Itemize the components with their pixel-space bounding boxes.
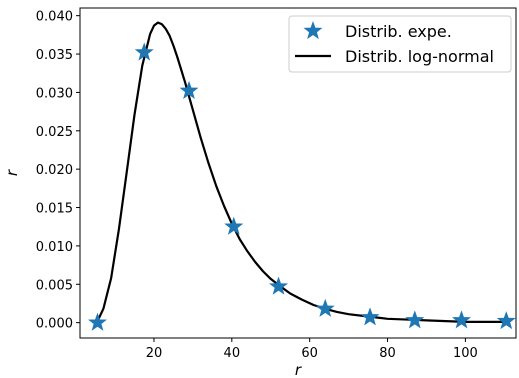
x-axis: 20 40 60 80 100 <box>146 338 478 361</box>
legend-label-expe: Distrib. expe. <box>345 22 452 41</box>
data-point-star <box>134 42 154 61</box>
series-layer <box>88 21 516 331</box>
y-axis-label: r <box>3 169 21 176</box>
x-tick-label: 40 <box>224 346 241 361</box>
data-point-star <box>496 311 516 330</box>
plot-frame <box>79 7 517 339</box>
y-tick-label: 0.000 <box>36 317 73 332</box>
x-tick-label: 80 <box>379 346 396 361</box>
legend: Distrib. expe. Distrib. log-normal <box>288 15 512 73</box>
legend-star-marker <box>303 21 323 40</box>
data-point-star <box>224 216 244 235</box>
legend-label-lognormal: Distrib. log-normal <box>345 47 494 66</box>
y-tick-label: 0.015 <box>36 202 73 217</box>
y-tick-label: 0.005 <box>36 278 73 293</box>
data-point-star <box>452 310 471 329</box>
x-tick-label: 100 <box>453 346 478 361</box>
legend-box <box>288 15 512 73</box>
y-tick-label: 0.040 <box>36 10 73 25</box>
data-point-star <box>179 80 199 99</box>
data-point-star <box>405 310 425 329</box>
y-tick-label: 0.035 <box>36 48 73 63</box>
x-tick-label: 20 <box>146 346 163 361</box>
data-point-star <box>269 276 289 295</box>
data-point-star <box>360 307 380 326</box>
y-tick-label: 0.020 <box>36 163 73 178</box>
x-tick-label: 60 <box>301 346 318 361</box>
y-tick-label: 0.030 <box>36 86 73 101</box>
data-point-star <box>315 298 335 317</box>
y-axis: 0.000 0.005 0.010 0.015 0.020 0.025 0.030 0.035… <box>36 10 80 332</box>
y-tick-label: 0.025 <box>36 125 73 140</box>
y-tick-label: 0.010 <box>36 240 73 255</box>
data-point-star <box>88 312 107 331</box>
x-axis-label: r <box>295 361 302 378</box>
